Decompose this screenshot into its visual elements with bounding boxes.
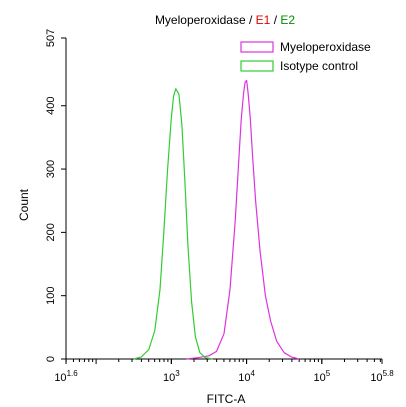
legend: Myeloperoxidase Isotype control xyxy=(240,40,371,73)
series-group xyxy=(133,79,300,360)
title-part: / xyxy=(270,13,280,27)
title-part: E2 xyxy=(280,13,295,27)
title-part: Myeloperoxidase xyxy=(155,13,246,27)
y-tick-label: 100 xyxy=(45,287,57,305)
series-line-1 xyxy=(133,88,213,360)
legend-label: Myeloperoxidase xyxy=(280,40,371,54)
title-part: E1 xyxy=(256,13,271,27)
chart-title: Myeloperoxidase / E1 / E2 xyxy=(155,13,295,27)
title-part: / xyxy=(246,13,256,27)
x-tick-label: 104 xyxy=(238,369,255,384)
x-tick-label: 101.6 xyxy=(54,369,78,384)
x-tick-label: 103 xyxy=(163,369,180,384)
legend-label: Isotype control xyxy=(280,59,358,73)
legend-swatch xyxy=(240,41,274,53)
x-tick-label: 105.8 xyxy=(370,369,394,384)
legend-swatch xyxy=(240,60,274,72)
series-line-0 xyxy=(186,79,300,360)
x-tick-label: 105 xyxy=(313,369,330,384)
y-axis-label: Count xyxy=(17,188,31,221)
y-axis: 0 100 200 300 400 507 xyxy=(45,29,67,362)
x-axis-label: FITC-A xyxy=(207,392,246,406)
y-tick-label: 400 xyxy=(45,97,57,115)
y-tick-label: 200 xyxy=(45,223,57,241)
x-axis: 101.6 103 104 105 105.8 xyxy=(54,358,394,384)
y-tick-label: 300 xyxy=(45,160,57,178)
y-tick-label: 507 xyxy=(45,29,57,47)
y-tick-label: 0 xyxy=(45,356,57,362)
